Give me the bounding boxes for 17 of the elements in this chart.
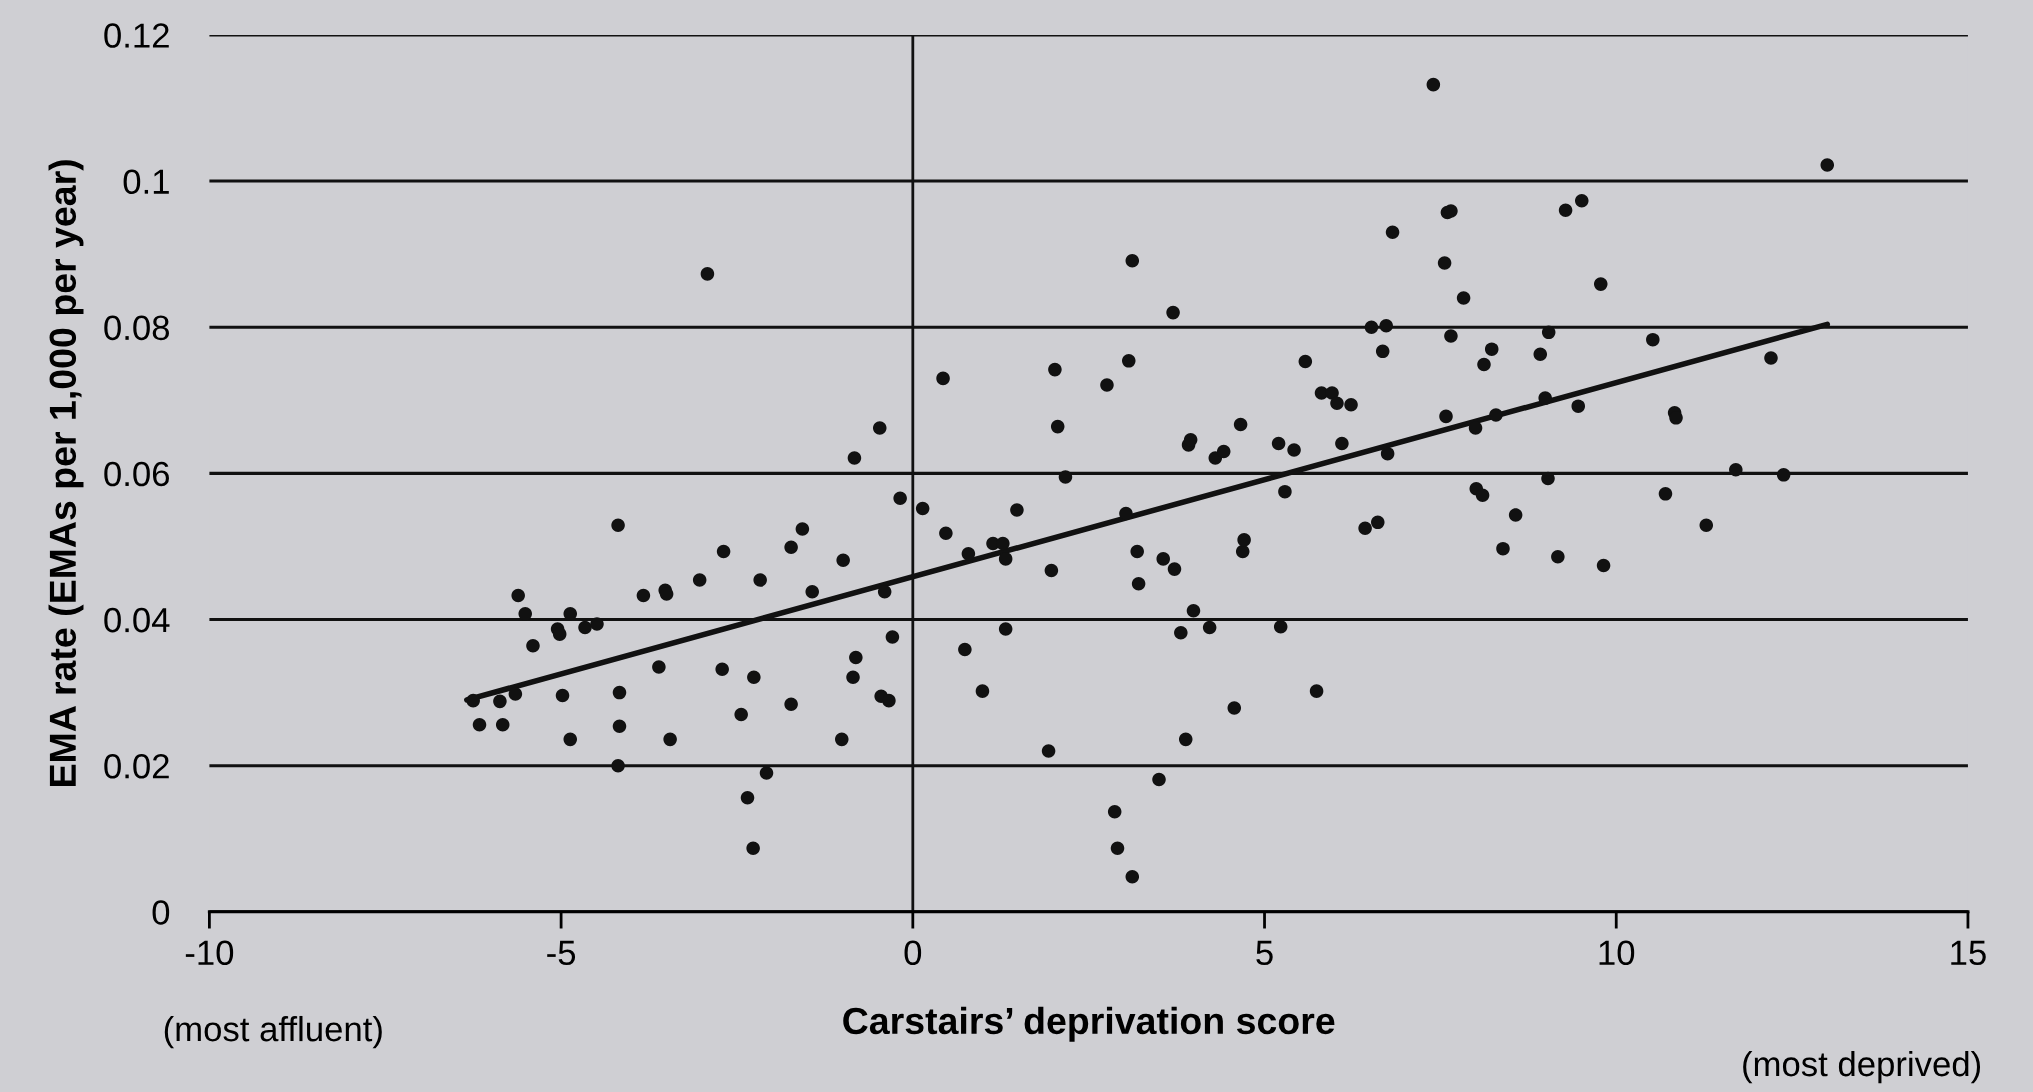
y-tick-label: 0.12 — [104, 23, 169, 48]
y-tick-label: 0.1 — [123, 169, 169, 195]
x-tick-label: 0 — [904, 940, 922, 966]
x-tick-label: 5 — [1256, 940, 1273, 966]
y-tick-label: 0.02 — [104, 754, 169, 779]
text: (most affluent) — [164, 1015, 382, 1049]
x-tick-label: 15 — [1951, 940, 1986, 966]
y-tick-label: 0 — [152, 900, 170, 925]
x-tick-label: -5 — [547, 940, 576, 966]
text: (most deprived) — [1743, 1050, 1981, 1084]
x-tick-label: 10 — [1599, 940, 1635, 966]
y-tick-label: 0.08 — [104, 315, 170, 341]
x-tick-label: -10 — [185, 940, 234, 966]
y-axis-title: EMA rate (EMAs per 1,000 per year) — [48, 160, 84, 786]
x-axis-title: Carstairs’ deprivation score — [843, 1006, 1335, 1042]
y-tick-label: 0.04 — [104, 607, 170, 633]
y-tick-label: 0.06 — [104, 461, 169, 487]
